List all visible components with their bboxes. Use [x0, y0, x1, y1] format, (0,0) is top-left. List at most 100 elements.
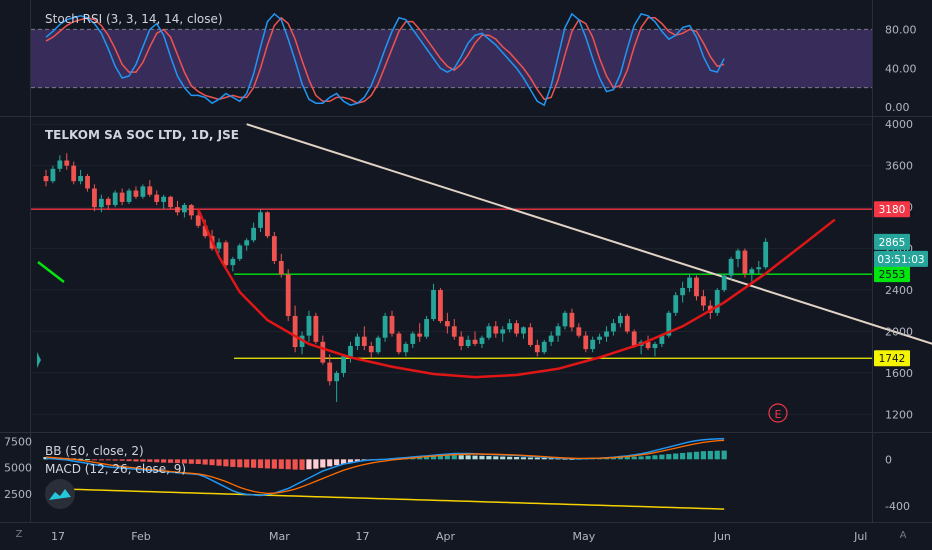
level-price-label: 1742 — [879, 353, 906, 365]
earnings-marker-label: E — [775, 408, 782, 421]
tradingview-logo[interactable] — [45, 479, 75, 509]
candle-body — [85, 176, 90, 189]
price-pane[interactable]: E TELKOM SA SOC LTD, 1D, JSE 40003600320… — [31, 118, 932, 423]
macd-histogram-bar — [541, 457, 547, 460]
time-axis-label: 17 — [355, 530, 369, 543]
candle-body — [278, 261, 284, 275]
candle-body — [78, 176, 83, 182]
countdown-label-bg — [874, 250, 928, 267]
indicators-pane[interactable]: BB (50, close, 2) MACD (12, 26, close, 9… — [4, 435, 910, 513]
macd-histogram-bar — [112, 459, 118, 461]
price-chart-title: TELKOM SA SOC LTD, 1D, JSE — [45, 128, 239, 142]
macd-histogram-bar — [320, 459, 326, 468]
level-price-label-bg — [874, 266, 910, 283]
macd-histogram-bar — [673, 453, 679, 460]
candle-body — [375, 337, 381, 353]
macd-histogram-bar — [354, 459, 360, 462]
candle-body — [611, 323, 616, 332]
candle-body — [507, 323, 513, 330]
green-trend-segment[interactable] — [37, 261, 65, 283]
candle-body — [361, 336, 367, 346]
price-ytick-label: 4000 — [885, 118, 913, 131]
candle-body — [444, 321, 450, 327]
macd-histogram-bar — [237, 459, 243, 468]
macd-histogram-bar — [306, 459, 312, 470]
auto-scale-icon[interactable]: A — [900, 530, 907, 541]
time-axis-label: Jul — [853, 530, 867, 543]
macd-histogram-bar — [617, 457, 623, 460]
stoch-k-line — [45, 12, 725, 107]
price-ytick-label: 3600 — [885, 160, 913, 173]
candle-body — [465, 339, 471, 346]
candle-body — [652, 343, 658, 349]
macd-histogram-bar — [714, 450, 720, 460]
macd-histogram-bar — [167, 459, 174, 463]
candle-body — [92, 188, 97, 208]
indicator-right-tick-label: 0 — [885, 453, 892, 466]
candle-body — [285, 274, 291, 316]
macd-histogram-bar — [174, 459, 181, 464]
bb-indicator-label: BB (50, close, 2) — [45, 444, 144, 458]
level-price-label-bg — [874, 350, 910, 367]
candle-body — [382, 315, 388, 338]
candle-body — [597, 336, 602, 340]
candle-body — [645, 341, 651, 349]
candle-body — [424, 319, 429, 337]
candle-body — [687, 277, 692, 288]
macd-histogram-bar — [610, 457, 617, 460]
macd-histogram-bar — [161, 459, 167, 463]
macd-histogram-bar — [686, 452, 693, 460]
macd-histogram-bar — [347, 459, 354, 463]
earnings-marker[interactable] — [768, 403, 788, 423]
macd-histogram-bar — [721, 450, 727, 460]
descending-trendline[interactable] — [246, 123, 932, 363]
macd-histogram-bar — [105, 459, 111, 461]
candle-body — [666, 312, 672, 336]
candle-body — [271, 236, 277, 262]
macd-histogram-bar — [84, 459, 91, 461]
candle-body — [71, 165, 77, 182]
macd-histogram-bar — [181, 459, 187, 464]
indicator-left-tick-label: 5000 — [4, 462, 32, 475]
rounding-bottom-arc[interactable] — [197, 208, 836, 379]
time-axis[interactable]: 17 Feb Mar 17 Apr May Jun Jul — [51, 530, 867, 543]
stoch-rsi-pane[interactable]: Stoch RSI (3, 3, 14, 14, close) 80.00 40.… — [31, 12, 917, 114]
candle-body — [617, 315, 623, 324]
candle-body — [244, 240, 250, 246]
time-axis-label: 17 — [51, 530, 65, 543]
teal-marker-shape — [37, 352, 41, 368]
candle-body — [742, 250, 748, 274]
macd-histogram-bar — [327, 459, 333, 467]
candle-body — [735, 250, 741, 259]
candle-body — [680, 287, 686, 296]
candle-body — [334, 372, 340, 382]
candle-body — [223, 242, 229, 266]
candle-body — [714, 290, 720, 313]
candle-body — [472, 339, 478, 344]
candle-body — [168, 196, 173, 208]
candle-body — [749, 269, 755, 274]
candle-body — [57, 160, 63, 169]
macd-histogram-bar — [91, 459, 98, 461]
macd-histogram-bar — [313, 459, 319, 469]
indicator-left-tick-label: 7500 — [4, 435, 32, 448]
macd-histogram-bar — [486, 456, 492, 460]
candle-body — [182, 205, 187, 213]
candle-body — [403, 343, 409, 353]
candle-body — [514, 323, 519, 334]
candle-body — [431, 290, 436, 320]
macd-histogram-bar — [624, 457, 630, 460]
macd-histogram-bar — [133, 459, 139, 462]
macd-histogram-bar — [334, 459, 340, 466]
macd-histogram-bar — [424, 455, 430, 460]
macd-histogram-bar — [666, 454, 672, 460]
candle-body — [528, 327, 533, 345]
macd-histogram-bar — [251, 459, 257, 468]
macd-histogram-bar — [659, 454, 665, 460]
macd-histogram-bar — [126, 459, 132, 462]
macd-histogram-bar — [513, 457, 520, 460]
candle-body — [583, 335, 589, 350]
zoom-icon[interactable]: Z — [16, 529, 23, 540]
countdown-label: 03:51:03 — [877, 254, 924, 266]
